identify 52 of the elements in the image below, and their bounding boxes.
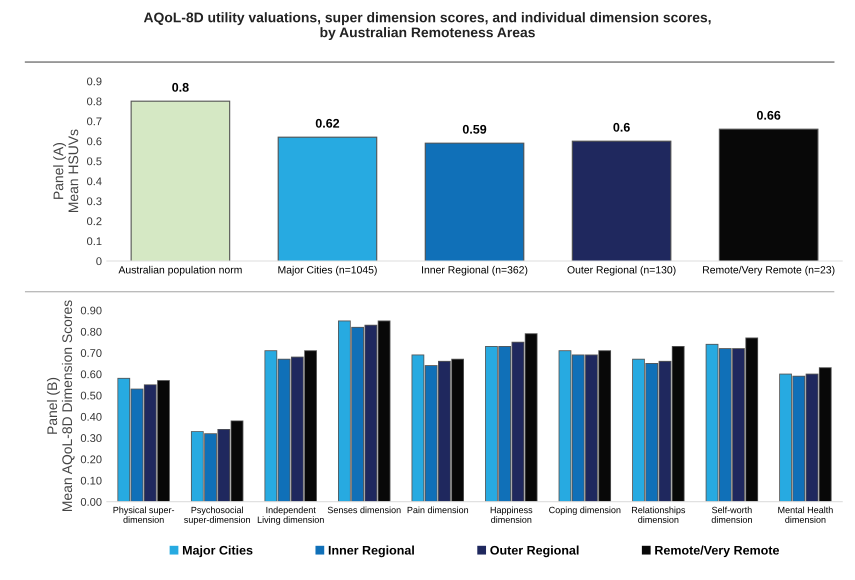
y-tick-label: 0.2 xyxy=(87,217,102,226)
x-tick-label: Coping dimension xyxy=(549,506,620,515)
x-tick-label: Pain dimension xyxy=(408,506,468,514)
x-tick-label: Physical super- dimension xyxy=(114,506,174,523)
y-tick-label: 0.00 xyxy=(80,498,102,506)
y-tick-label: 0.20 xyxy=(80,455,102,464)
bar xyxy=(572,140,672,261)
x-tick-label: Outer Regional (n=130) xyxy=(568,266,676,276)
x-tick-label: Psychosocial super-dimension xyxy=(184,506,250,525)
y-tick-label: 0.9 xyxy=(87,77,102,86)
data-label: 0.6 xyxy=(613,122,630,132)
bar xyxy=(130,100,230,261)
bar xyxy=(278,136,378,261)
x-tick-label: Major Cities (n=1045) xyxy=(278,266,377,276)
y-tick-label: 0.30 xyxy=(80,434,102,442)
y-axis-title: Panel (B) Mean AQoL-8D Dimension Scores xyxy=(46,300,75,511)
y-tick-label: 0.50 xyxy=(80,392,102,400)
y-tick-label: 0.10 xyxy=(80,476,102,485)
x-tick-label: Inner Regional (n=362) xyxy=(422,266,528,276)
y-tick-label: 0 xyxy=(96,257,102,266)
data-label: 0.59 xyxy=(462,124,486,134)
x-tick-label: Self-worth dimension xyxy=(712,506,752,523)
y-tick-label: 0.1 xyxy=(87,237,102,246)
legend-label: Major Cities xyxy=(182,545,252,558)
bar xyxy=(718,128,818,261)
legend-label: Outer Regional xyxy=(490,545,578,558)
y-tick-label: 0.40 xyxy=(80,412,102,421)
x-tick-label: Mental Health dimension xyxy=(778,506,833,523)
x-tick-label: Happiness dimension xyxy=(490,506,532,523)
legend-label: Inner Regional xyxy=(328,545,414,558)
y-tick-label: 0.80 xyxy=(80,328,102,336)
y-tick-label: 0.6 xyxy=(87,137,102,146)
x-tick-label: Senses dimension xyxy=(328,506,401,514)
y-tick-label: 0.5 xyxy=(87,157,102,166)
data-label: 0.8 xyxy=(172,82,189,92)
x-tick-label: Relationships dimension xyxy=(632,506,686,523)
y-axis-title: Panel (A) Mean HSUVs xyxy=(53,130,78,212)
y-tick-label: 0.4 xyxy=(87,177,102,186)
y-tick-label: 0.90 xyxy=(80,306,102,314)
data-label: 0.62 xyxy=(316,118,340,128)
y-tick-label: 0.3 xyxy=(87,197,102,206)
y-tick-label: 0.8 xyxy=(87,97,102,106)
y-tick-label: 0.7 xyxy=(87,117,102,126)
x-tick-label: Independent Living dimension xyxy=(258,506,324,525)
y-tick-label: 0.60 xyxy=(80,370,102,378)
data-label: 0.66 xyxy=(756,110,780,120)
legend-label: Remote/Very Remote xyxy=(655,545,779,558)
chart-title: AQoL-8D utility valuations, super dimension scores, and individual dimension scores, by Australian Remoteness Areas xyxy=(144,12,711,40)
x-tick-label: Australian population norm xyxy=(118,266,242,276)
x-tick-label: Remote/Very Remote (n=23) xyxy=(703,266,834,276)
y-tick-label: 0.70 xyxy=(80,349,102,357)
bar xyxy=(424,142,524,261)
